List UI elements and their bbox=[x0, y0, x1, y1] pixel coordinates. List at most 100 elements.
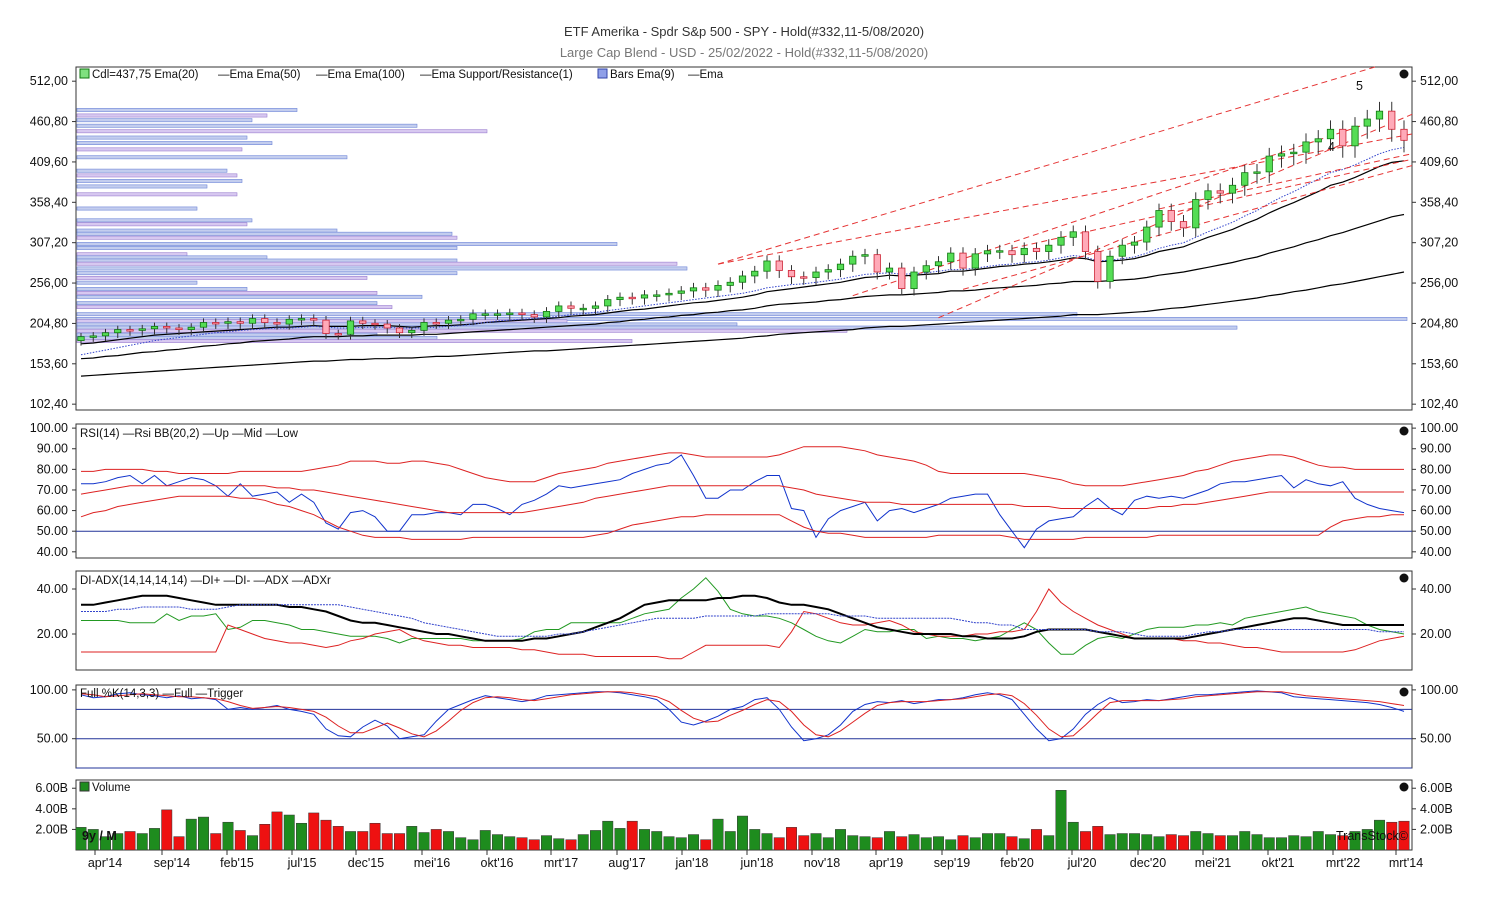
candle-body bbox=[236, 321, 244, 324]
candle-body bbox=[1167, 210, 1175, 222]
candle-body bbox=[1155, 210, 1163, 228]
volume-bar bbox=[492, 834, 503, 851]
candle-body bbox=[481, 313, 489, 316]
price-tick-right: 358,40 bbox=[1420, 195, 1458, 209]
volume-bar bbox=[1031, 829, 1042, 851]
panel-frame bbox=[75, 570, 1413, 671]
legend-item: Cdl=437,75 Ema(20) bbox=[92, 69, 199, 81]
volume-bar bbox=[185, 818, 197, 851]
rsi-tick-left: 60.00 bbox=[37, 504, 68, 518]
panel-close-icon[interactable] bbox=[1399, 69, 1409, 79]
x-axis-label: jan'18 bbox=[675, 856, 709, 870]
volume-tick-left: 6.00B bbox=[35, 781, 68, 795]
volume-bar bbox=[222, 821, 234, 851]
x-axis-label: okt'16 bbox=[481, 856, 514, 870]
x-axis-label: apr'14 bbox=[88, 856, 122, 870]
candle-body bbox=[1069, 231, 1077, 238]
price-tick-left: 153,60 bbox=[30, 357, 68, 371]
volume-bar bbox=[614, 828, 626, 851]
rsi-tick-right: 70.00 bbox=[1420, 483, 1451, 497]
volume-bar bbox=[87, 829, 99, 851]
candle-body bbox=[1228, 184, 1237, 194]
volume-bar bbox=[173, 836, 185, 851]
volume-at-price-bar bbox=[76, 135, 248, 140]
x-axis-label: mei'21 bbox=[1195, 856, 1231, 870]
volume-at-price-bar bbox=[76, 252, 188, 257]
rsi-tick-left: 90.00 bbox=[37, 442, 68, 456]
volume-bar bbox=[381, 833, 393, 851]
price-tick-left: 358,40 bbox=[30, 195, 68, 209]
rsi-series-low bbox=[80, 495, 1404, 540]
panel-close-icon[interactable] bbox=[1399, 426, 1409, 436]
candle-body bbox=[849, 255, 857, 265]
legend-item: DI-ADX(14,14,14,14) —DI+ —DI- —ADX —ADXr bbox=[80, 575, 331, 587]
price-tick-right: 256,00 bbox=[1420, 276, 1458, 290]
candle-body bbox=[273, 322, 281, 325]
candle-body bbox=[1253, 171, 1261, 174]
volume-at-price-bar bbox=[76, 184, 208, 189]
candle-body bbox=[1204, 190, 1212, 200]
volume-bar bbox=[271, 811, 283, 851]
candle-body bbox=[346, 320, 355, 335]
volume-at-price-bar bbox=[76, 271, 458, 276]
volume-bar bbox=[1202, 833, 1214, 851]
price-tick-left: 204,80 bbox=[30, 316, 68, 330]
volume-bar bbox=[345, 831, 356, 851]
candle-body bbox=[212, 322, 220, 325]
volume-bar bbox=[969, 837, 981, 851]
candle-body bbox=[1057, 236, 1065, 246]
volume-bar bbox=[712, 818, 724, 851]
candle-body bbox=[653, 294, 661, 297]
candle-body bbox=[751, 270, 759, 277]
panel-close-icon[interactable] bbox=[1399, 782, 1409, 792]
volume-bar bbox=[443, 831, 454, 851]
x-axis-label: mei'16 bbox=[414, 856, 450, 870]
volume-at-price-bar bbox=[76, 192, 238, 197]
candle-body bbox=[922, 265, 930, 273]
adx-series-adx bbox=[81, 594, 1404, 642]
legend-candle-swatch bbox=[79, 68, 90, 79]
chart-title: ETF Amerika - Spdr S&p 500 - SPY - Hold(… bbox=[563, 24, 925, 39]
panel-close-icon[interactable] bbox=[1399, 573, 1409, 583]
price-tick-left: 460,80 bbox=[30, 115, 68, 129]
volume-bar bbox=[124, 831, 136, 851]
chart-subtitle: Large Cap Blend - USD - 25/02/2022 - Hol… bbox=[559, 45, 929, 60]
volume-at-price-bar bbox=[76, 141, 273, 145]
volume-at-price-bar bbox=[76, 287, 248, 291]
rsi-tick-right: 50.00 bbox=[1420, 524, 1451, 538]
volume-at-price-bar bbox=[76, 123, 418, 128]
candle-body bbox=[1192, 199, 1200, 229]
candle-body bbox=[150, 326, 159, 330]
volume-bar bbox=[590, 830, 601, 851]
legend-item: Volume bbox=[92, 782, 130, 794]
volume-bar bbox=[1227, 835, 1238, 851]
volume-bar bbox=[357, 831, 369, 851]
rsi-tick-right: 60.00 bbox=[1420, 504, 1451, 518]
panel-close-icon[interactable] bbox=[1399, 687, 1409, 697]
candle-body bbox=[800, 276, 808, 279]
x-axis-label: mrt'17 bbox=[544, 856, 578, 870]
x-axis-label: sep'14 bbox=[154, 856, 190, 870]
volume-bar bbox=[1067, 821, 1079, 851]
price-tick-right: 409,60 bbox=[1420, 155, 1458, 169]
rsi-series-mid bbox=[80, 485, 1404, 514]
volume-bar bbox=[332, 826, 344, 851]
volume-bar bbox=[626, 820, 638, 851]
volume-at-price-bar bbox=[76, 276, 368, 280]
candle-body bbox=[836, 263, 845, 271]
volume-bar bbox=[1165, 834, 1177, 851]
volume-at-price-bar bbox=[76, 231, 453, 236]
wave-annotation-5: 5 bbox=[1356, 79, 1363, 93]
legend-bars-swatch bbox=[597, 68, 608, 79]
price-tick-right: 204,80 bbox=[1420, 316, 1458, 330]
candle-body bbox=[1314, 138, 1322, 143]
candle-body bbox=[1241, 172, 1249, 186]
candle-body bbox=[677, 290, 685, 294]
candle-body bbox=[457, 318, 465, 322]
volume-bar bbox=[504, 836, 516, 851]
candle-body bbox=[1106, 255, 1114, 282]
trend-line bbox=[852, 125, 1361, 297]
candle-body bbox=[628, 296, 636, 300]
volume-at-price-bar bbox=[76, 322, 738, 327]
candle-body bbox=[1400, 128, 1408, 141]
